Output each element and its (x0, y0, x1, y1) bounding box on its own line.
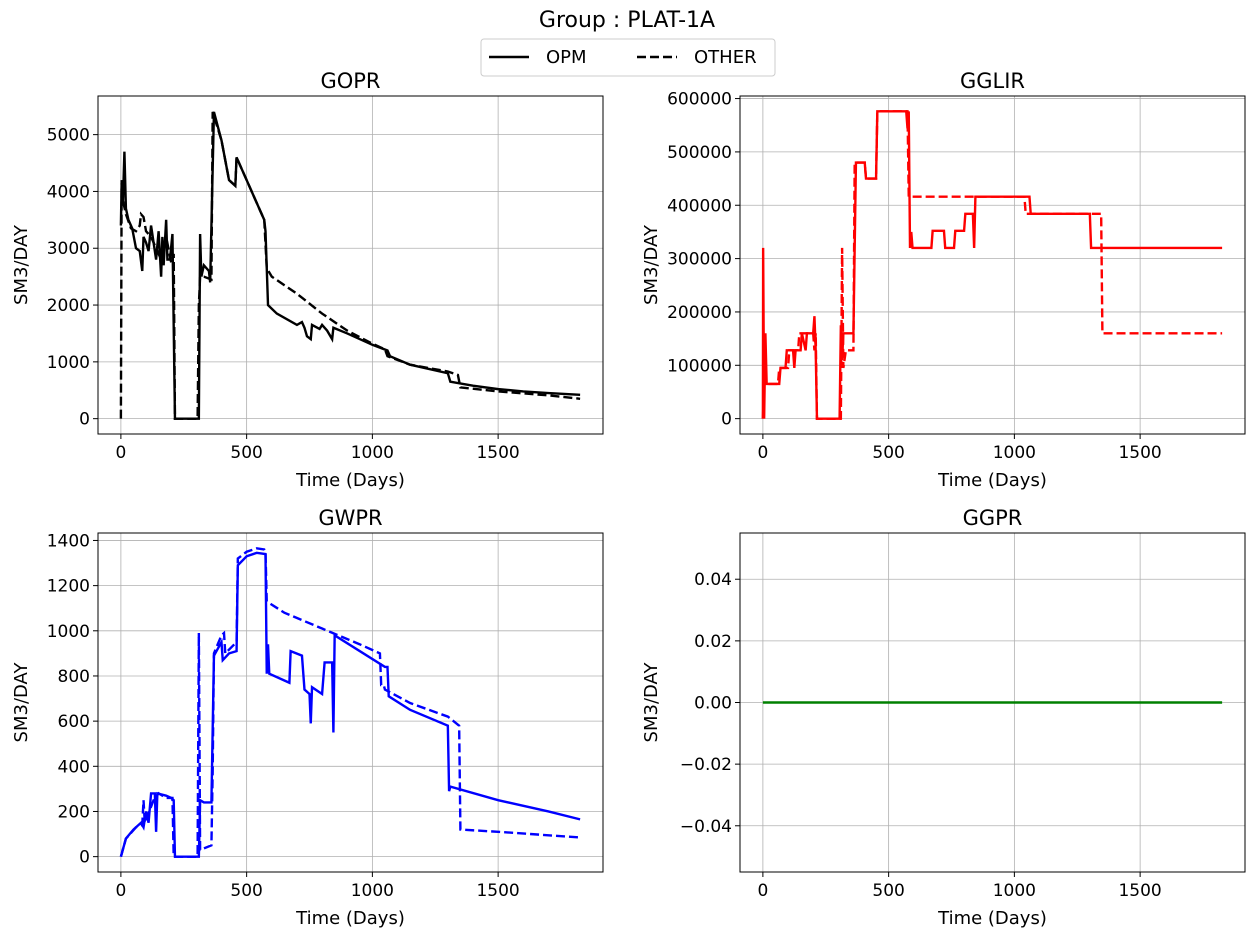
axes: 0 500 1000 1500 0 200 400 600 800 1000 1200 1400 GWP… (11, 506, 604, 929)
x-tick-label: 1500 (476, 443, 519, 463)
axes-title: GGLIR (960, 69, 1025, 93)
x-tick-label: 1500 (1118, 881, 1161, 901)
y-tick-label: 5000 (47, 126, 90, 146)
y-tick-label: 200000 (667, 303, 732, 323)
x-tick-label: 0 (757, 443, 768, 463)
figure-title: Group : PLAT-1A (539, 8, 715, 33)
plot-area (740, 96, 1245, 434)
y-tick-label: 1000 (47, 622, 90, 642)
x-tick-label: 500 (872, 443, 904, 463)
y-axis-label: SM3/DAY (641, 224, 662, 305)
x-tick-label: 500 (872, 881, 904, 901)
y-tick-label: 300000 (667, 250, 732, 270)
y-tick-label: 3000 (47, 239, 90, 259)
y-tick-label: 2000 (47, 296, 90, 316)
y-tick-label: 0 (721, 410, 732, 430)
y-tick-label: 0 (79, 410, 90, 430)
plot-area (98, 96, 603, 434)
series-line (119, 551, 581, 858)
legend-label: OPM (546, 47, 587, 68)
series-line (761, 110, 1223, 420)
y-tick-label: 0.02 (694, 632, 732, 652)
axes-title: GWPR (318, 506, 382, 530)
series-line (119, 547, 581, 858)
x-axis-label: Time (Days) (937, 908, 1047, 929)
y-axis-label: SM3/DAY (641, 662, 662, 743)
x-tick-label: 1500 (1118, 443, 1161, 463)
x-tick-label: 0 (115, 881, 126, 901)
y-tick-label: 400000 (667, 196, 732, 216)
y-tick-label: 600 (58, 712, 90, 732)
axes-frame (97, 95, 604, 435)
axes-frame (97, 532, 604, 873)
y-tick-label: 0 (79, 848, 90, 868)
y-axis-label: SM3/DAY (11, 662, 32, 743)
x-tick-label: 0 (757, 881, 768, 901)
x-axis-label: Time (Days) (295, 908, 405, 929)
axes-frame (739, 532, 1246, 873)
axes-title: GOPR (320, 69, 380, 93)
legend-entries: OPM OTHER (489, 47, 757, 68)
x-tick-label: 1000 (351, 881, 394, 901)
y-tick-label: 0.00 (694, 694, 732, 714)
y-tick-label: 800 (58, 667, 90, 687)
y-axis-label: SM3/DAY (11, 224, 32, 305)
y-tick-label: −0.02 (680, 755, 732, 775)
y-tick-label: 100000 (667, 356, 732, 376)
axes-title: GGPR (963, 506, 1023, 530)
y-tick-label: 500000 (667, 143, 732, 163)
y-tick-label: 600000 (667, 90, 732, 110)
x-tick-label: 1000 (993, 881, 1036, 901)
y-tick-label: 1000 (47, 353, 90, 373)
x-axis-label: Time (Days) (295, 470, 405, 491)
y-tick-label: 400 (58, 757, 90, 777)
x-tick-label: 1000 (351, 443, 394, 463)
x-axis-label: Time (Days) (937, 470, 1047, 491)
x-tick-label: 0 (115, 443, 126, 463)
axes: 0 500 1000 1500 0 100000 200000 300000 400000 500… (641, 69, 1246, 491)
x-tick-label: 500 (230, 881, 262, 901)
axes: 0 500 1000 1500 0 1000 2000 3000 4000 5000 GOPR Tim… (11, 69, 604, 491)
axes: 0 500 1000 1500 −0.04 −0.02 0.00 0.02 0.04 GGPR Ti… (641, 506, 1246, 929)
legend-label: OTHER (694, 47, 757, 68)
x-tick-label: 500 (230, 443, 262, 463)
series-line (119, 111, 581, 420)
y-tick-label: −0.04 (680, 817, 732, 837)
y-tick-label: 1400 (47, 531, 90, 551)
plot-area (98, 533, 603, 872)
y-tick-label: 0.04 (694, 570, 732, 590)
axes-frame (739, 95, 1246, 435)
x-tick-label: 1000 (993, 443, 1036, 463)
x-tick-label: 1500 (476, 881, 519, 901)
y-tick-label: 1200 (47, 577, 90, 597)
series-line (119, 111, 581, 420)
y-tick-label: 4000 (47, 182, 90, 202)
legend (480, 38, 776, 77)
y-tick-label: 200 (58, 802, 90, 822)
